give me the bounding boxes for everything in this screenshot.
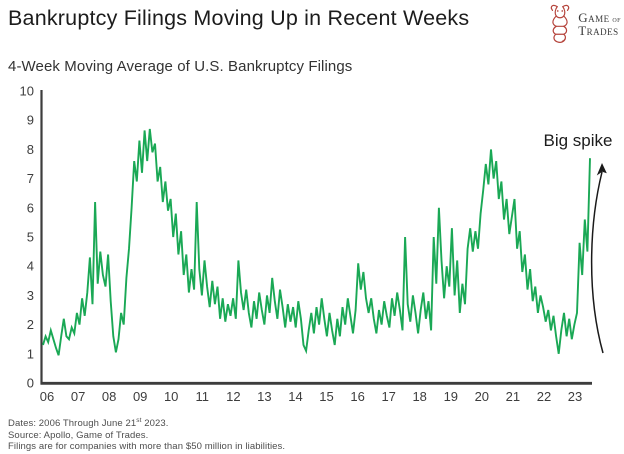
x-tick-label: 14 [288,389,302,404]
y-tick-label: 2 [27,317,34,332]
x-tick-label: 09 [133,389,147,404]
filings-line [42,128,591,356]
footnotes: Dates: 2006 Through June 21st 2023. Sour… [8,415,285,453]
footnote-dates: Dates: 2006 Through June 21st 2023. [8,417,169,430]
x-tick-label: 17 [381,389,395,404]
y-tick-label: 4 [27,259,34,274]
y-tick-label: 1 [27,346,34,361]
x-tick-label: 13 [257,389,271,404]
footnote-source: Source: Apollo, Game of Trades. [8,429,149,441]
spike-arrow-head [596,163,607,176]
logo-word-trades: Trades [578,22,619,38]
x-tick-label: 08 [102,389,116,404]
y-tick-label: 8 [27,142,34,157]
y-tick-label: 10 [20,84,34,99]
footnote-filings: Filings are for companies with more than… [8,441,286,453]
filings-line-group [42,128,591,356]
y-tick-label: 9 [27,113,34,128]
x-tick-label: 12 [226,389,240,404]
x-tick-label: 23 [568,389,582,404]
logo-word-of: of [609,13,621,24]
x-tick-label: 18 [412,389,426,404]
y-tick-label: 3 [27,288,34,303]
x-tick-label: 22 [537,389,551,404]
logo-wordmark: Game of Trades [578,11,621,37]
y-tick-label: 5 [27,230,34,245]
y-tick-labels: 0 1 2 3 4 5 6 7 8 9 10 [20,84,34,391]
chart-subtitle: 4-Week Moving Average of U.S. Bankruptcy… [8,58,353,75]
page-title: Bankruptcy Filings Moving Up in Recent W… [8,6,470,30]
y-tick-label: 7 [27,171,34,186]
x-tick-label: 20 [475,389,489,404]
y-tick-label: 6 [27,200,34,215]
x-tick-label: 16 [350,389,364,404]
x-tick-label: 07 [71,389,85,404]
y-tick-label: 0 [27,376,34,391]
x-tick-label: 19 [444,389,458,404]
x-tick-label: 06 [40,389,54,404]
game-of-trades-logo: Game of Trades [545,2,621,45]
big-spike-annotation: Big spike [544,131,613,150]
x-tick-label: 10 [164,389,178,404]
x-tick-label: 15 [319,389,333,404]
x-tick-label: 11 [196,389,210,404]
spike-arrow-shaft [590,171,604,354]
bull-icon [550,4,570,43]
x-tick-label: 21 [506,389,520,404]
x-tick-labels: 06 07 08 09 10 11 12 13 14 15 16 17 18 19 20 21 22 23 [40,389,582,404]
logo-word-game: Game [578,9,610,25]
